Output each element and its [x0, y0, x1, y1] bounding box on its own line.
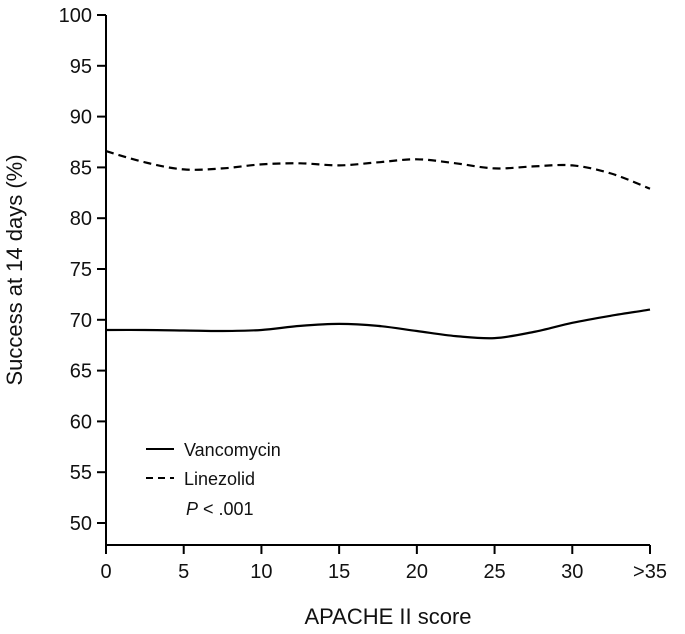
- y-ticks: 50 55 60 65 70 75 80 85 90 95 100: [59, 5, 106, 535]
- p-value-text: < .001: [198, 499, 254, 519]
- y-tick-label: 75: [70, 259, 92, 281]
- p-value-annotation: P < .001: [186, 499, 254, 519]
- x-tick-label: 25: [483, 561, 505, 583]
- y-tick-label: 50: [70, 513, 92, 535]
- x-tick-label: 30: [561, 561, 583, 583]
- x-tick-label: 10: [250, 561, 272, 583]
- x-tick-label: 15: [328, 561, 350, 583]
- y-tick-label: 65: [70, 361, 92, 383]
- x-ticks: 0 5 10 15 20 25 30 >35: [100, 545, 667, 583]
- y-tick-label: 70: [70, 310, 92, 332]
- legend: Vancomycin Linezolid P < .001: [146, 440, 281, 519]
- y-axis-label: Success at 14 days (%): [2, 154, 27, 385]
- p-value-symbol: P: [186, 499, 198, 519]
- y-tick-label: 90: [70, 107, 92, 129]
- y-tick-label: 95: [70, 56, 92, 78]
- y-tick-label: 85: [70, 157, 92, 179]
- y-tick-label: 100: [59, 5, 92, 27]
- series-line-linezolid: [105, 150, 651, 190]
- y-tick-label: 55: [70, 462, 92, 484]
- series-layer: [105, 150, 651, 340]
- axes-layer: [105, 15, 650, 546]
- legend-label-vancomycin: Vancomycin: [184, 440, 281, 460]
- x-tick-label: 5: [178, 561, 189, 583]
- series-line-vancomycin: [105, 308, 651, 340]
- x-tick-label: 0: [100, 561, 111, 583]
- x-tick-label: >35: [633, 561, 667, 583]
- x-axis-label: APACHE II score: [304, 604, 471, 629]
- y-tick-label: 60: [70, 411, 92, 433]
- y-tick-label: 80: [70, 208, 92, 230]
- legend-label-linezolid: Linezolid: [184, 469, 255, 489]
- x-tick-label: 20: [406, 561, 428, 583]
